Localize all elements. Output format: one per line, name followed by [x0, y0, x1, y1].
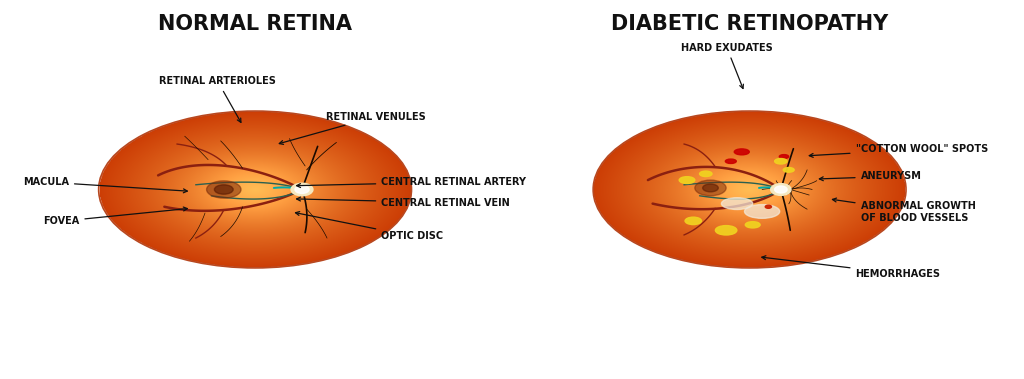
Ellipse shape [771, 183, 792, 196]
Ellipse shape [716, 226, 737, 235]
Text: ANEURYSM: ANEURYSM [819, 171, 922, 182]
Ellipse shape [722, 198, 753, 210]
Text: "COTTON WOOL" SPOTS: "COTTON WOOL" SPOTS [809, 144, 988, 157]
Ellipse shape [774, 158, 787, 164]
Text: DIABETIC RETINOPATHY: DIABETIC RETINOPATHY [611, 14, 888, 34]
Text: HARD EXUDATES: HARD EXUDATES [681, 42, 773, 89]
Ellipse shape [679, 177, 695, 183]
Ellipse shape [779, 155, 788, 158]
Text: HEMORRHAGES: HEMORRHAGES [762, 256, 941, 279]
Text: RETINAL ARTERIOLES: RETINAL ARTERIOLES [159, 76, 276, 122]
Ellipse shape [295, 186, 309, 193]
Text: OPTIC DISC: OPTIC DISC [296, 211, 443, 241]
Ellipse shape [745, 222, 760, 228]
Ellipse shape [695, 180, 726, 196]
Ellipse shape [734, 149, 750, 155]
Ellipse shape [744, 205, 779, 218]
Ellipse shape [774, 186, 787, 193]
Ellipse shape [783, 168, 795, 172]
Text: ABNORMAL GROWTH
OF BLOOD VESSELS: ABNORMAL GROWTH OF BLOOD VESSELS [833, 198, 976, 223]
Text: MACULA: MACULA [23, 177, 187, 193]
Ellipse shape [725, 159, 736, 163]
Text: CENTRAL RETINAL VEIN: CENTRAL RETINAL VEIN [297, 197, 510, 208]
Ellipse shape [214, 185, 233, 194]
Ellipse shape [702, 184, 718, 192]
Ellipse shape [765, 205, 771, 208]
Text: RETINAL VENULES: RETINAL VENULES [280, 112, 426, 144]
Ellipse shape [291, 183, 313, 196]
Text: FOVEA: FOVEA [43, 207, 187, 226]
Ellipse shape [699, 171, 712, 177]
Text: CENTRAL RETINAL ARTERY: CENTRAL RETINAL ARTERY [297, 177, 526, 188]
Ellipse shape [685, 217, 701, 225]
Text: NORMAL RETINA: NORMAL RETINA [158, 14, 352, 34]
Ellipse shape [207, 181, 241, 198]
